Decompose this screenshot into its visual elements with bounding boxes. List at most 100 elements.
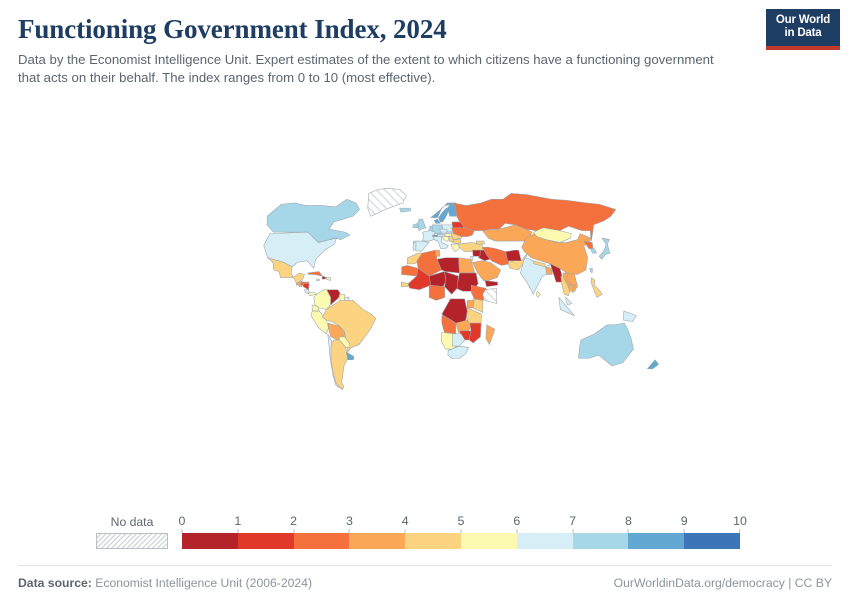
map-region-nicaragua[interactable] xyxy=(303,284,309,290)
map-region-belarus[interactable] xyxy=(452,222,464,228)
map-region-madagascar[interactable] xyxy=(486,325,495,345)
map-region-uruguay[interactable] xyxy=(346,352,354,360)
map-region-tunisia[interactable] xyxy=(436,250,440,256)
legend-tick-1: 1 xyxy=(234,514,241,533)
map-region-croatia[interactable] xyxy=(441,237,449,242)
map-region-pakistan[interactable] xyxy=(508,253,528,270)
map-region-serbia[interactable] xyxy=(449,237,453,243)
map-region-mozambique[interactable] xyxy=(469,323,481,343)
map-region-denmark[interactable] xyxy=(434,219,440,223)
map-region-mongolia[interactable] xyxy=(534,228,572,243)
map-region-australia[interactable] xyxy=(579,323,634,366)
legend-tick-mark xyxy=(572,529,574,533)
legend-tick-label: 6 xyxy=(513,513,521,528)
map-region-venezuela[interactable] xyxy=(324,290,341,305)
map-region-united-kingdom[interactable] xyxy=(418,219,426,231)
legend-bin-3[interactable] xyxy=(349,533,406,549)
map-region-botswana[interactable] xyxy=(452,334,465,346)
map-region-dominican-republic[interactable] xyxy=(326,278,330,281)
map-region-cambodia[interactable] xyxy=(568,285,576,291)
footer-source: Data source: Economist Intelligence Unit… xyxy=(18,576,312,590)
legend-bin-6[interactable] xyxy=(516,533,573,549)
world-choropleth-map[interactable] xyxy=(0,86,850,503)
map-region-ireland[interactable] xyxy=(413,223,418,227)
map-region-el-salvador[interactable] xyxy=(299,285,302,287)
map-region-mali[interactable] xyxy=(408,268,430,289)
map-region-papua-new-guinea[interactable] xyxy=(623,311,636,322)
map-region-canada[interactable] xyxy=(267,199,360,242)
map-region-uganda[interactable] xyxy=(467,300,474,308)
map-region-bulgaria[interactable] xyxy=(453,240,461,245)
legend-bin-4[interactable] xyxy=(405,533,461,549)
footer-source-label: Data source: xyxy=(18,576,92,590)
map-region-brazil[interactable] xyxy=(322,300,376,352)
map-region-portugal[interactable] xyxy=(413,243,416,251)
legend-tick-2: 2 xyxy=(290,514,297,533)
map-region-malaysia[interactable] xyxy=(566,297,572,305)
map-region-switzerland[interactable] xyxy=(433,235,438,237)
map-region-afghanistan[interactable] xyxy=(506,250,521,261)
map-region-sweden[interactable] xyxy=(439,208,451,222)
legend-tick-mark xyxy=(683,529,685,533)
map-region-zambia[interactable] xyxy=(456,320,471,334)
map-region-bangladesh[interactable] xyxy=(546,267,553,275)
map-region-south-korea[interactable] xyxy=(590,249,596,254)
map-region-chad[interactable] xyxy=(444,272,458,295)
map-region-somalia[interactable] xyxy=(483,288,497,303)
map-region-south-africa[interactable] xyxy=(448,346,469,358)
map-region-new-zealand[interactable] xyxy=(647,360,658,369)
map-region-nigeria[interactable] xyxy=(429,285,445,300)
legend-tick-label: 7 xyxy=(569,513,577,528)
legend-bin-8[interactable] xyxy=(628,533,685,549)
legend-scale-group[interactable]: 0 1 2 3 4 5 6 7 8 9 10 xyxy=(179,513,747,549)
map-region-mauritania[interactable] xyxy=(402,265,419,276)
map-region-indonesia[interactable] xyxy=(559,297,575,315)
legend-tick-label: 4 xyxy=(401,513,409,528)
map-region-argentina[interactable] xyxy=(331,340,348,390)
legend-bin-0[interactable] xyxy=(182,533,238,549)
legend-color-bar[interactable] xyxy=(182,533,740,549)
map-region-haiti[interactable] xyxy=(322,276,326,279)
map-region-poland[interactable] xyxy=(442,225,455,232)
legend-bin-7[interactable] xyxy=(572,533,629,549)
legend-no-data-group[interactable]: No data xyxy=(96,515,168,549)
map-canvas[interactable] xyxy=(0,86,850,503)
map-region-senegal[interactable] xyxy=(401,282,408,287)
map-region-italy[interactable] xyxy=(434,237,449,249)
map-region-mexico[interactable] xyxy=(268,258,305,284)
country-layer[interactable] xyxy=(264,189,659,390)
legend-bin-2[interactable] xyxy=(293,533,350,549)
footer-attribution[interactable]: OurWorldinData.org/democracy | CC BY xyxy=(613,576,832,590)
map-region-georgia[interactable] xyxy=(476,241,484,244)
legend-bin-5[interactable] xyxy=(460,533,517,549)
map-region-israel[interactable] xyxy=(471,256,474,261)
map-region-yemen[interactable] xyxy=(485,281,498,287)
map-region-japan[interactable] xyxy=(599,238,610,259)
map-region-taiwan[interactable] xyxy=(590,268,593,273)
map-region-belgium[interactable] xyxy=(429,229,433,231)
legend-tick-label: 5 xyxy=(457,513,465,528)
legend-tick-10: 10 xyxy=(733,514,747,533)
legend-tick-mark xyxy=(293,529,295,533)
legend-no-data-swatch[interactable] xyxy=(96,533,168,549)
legend-bin-9[interactable] xyxy=(684,533,740,549)
legend-bin-1[interactable] xyxy=(237,533,294,549)
map-region-russia[interactable] xyxy=(453,193,615,241)
map-region-greenland[interactable] xyxy=(368,189,407,217)
chart-subtitle: Data by the Economist Intelligence Unit.… xyxy=(18,52,714,85)
owid-logo[interactable]: Our World in Data xyxy=(766,9,840,50)
map-region-saudi-arabia[interactable] xyxy=(473,261,501,281)
map-region-czechia[interactable] xyxy=(440,229,448,232)
map-region-syria[interactable] xyxy=(473,250,481,256)
map-region-cuba[interactable] xyxy=(308,272,323,277)
map-region-iceland[interactable] xyxy=(400,208,411,212)
map-region-sri-lanka[interactable] xyxy=(536,291,540,297)
map-region-philippines[interactable] xyxy=(591,278,602,298)
map-region-peru[interactable] xyxy=(311,311,329,334)
legend-tick-3: 3 xyxy=(346,514,353,533)
map-region-greece[interactable] xyxy=(451,244,459,252)
map-region-france[interactable] xyxy=(422,231,435,241)
map-region-jamaica[interactable] xyxy=(316,279,319,281)
legend-tick-0: 0 xyxy=(179,514,185,533)
